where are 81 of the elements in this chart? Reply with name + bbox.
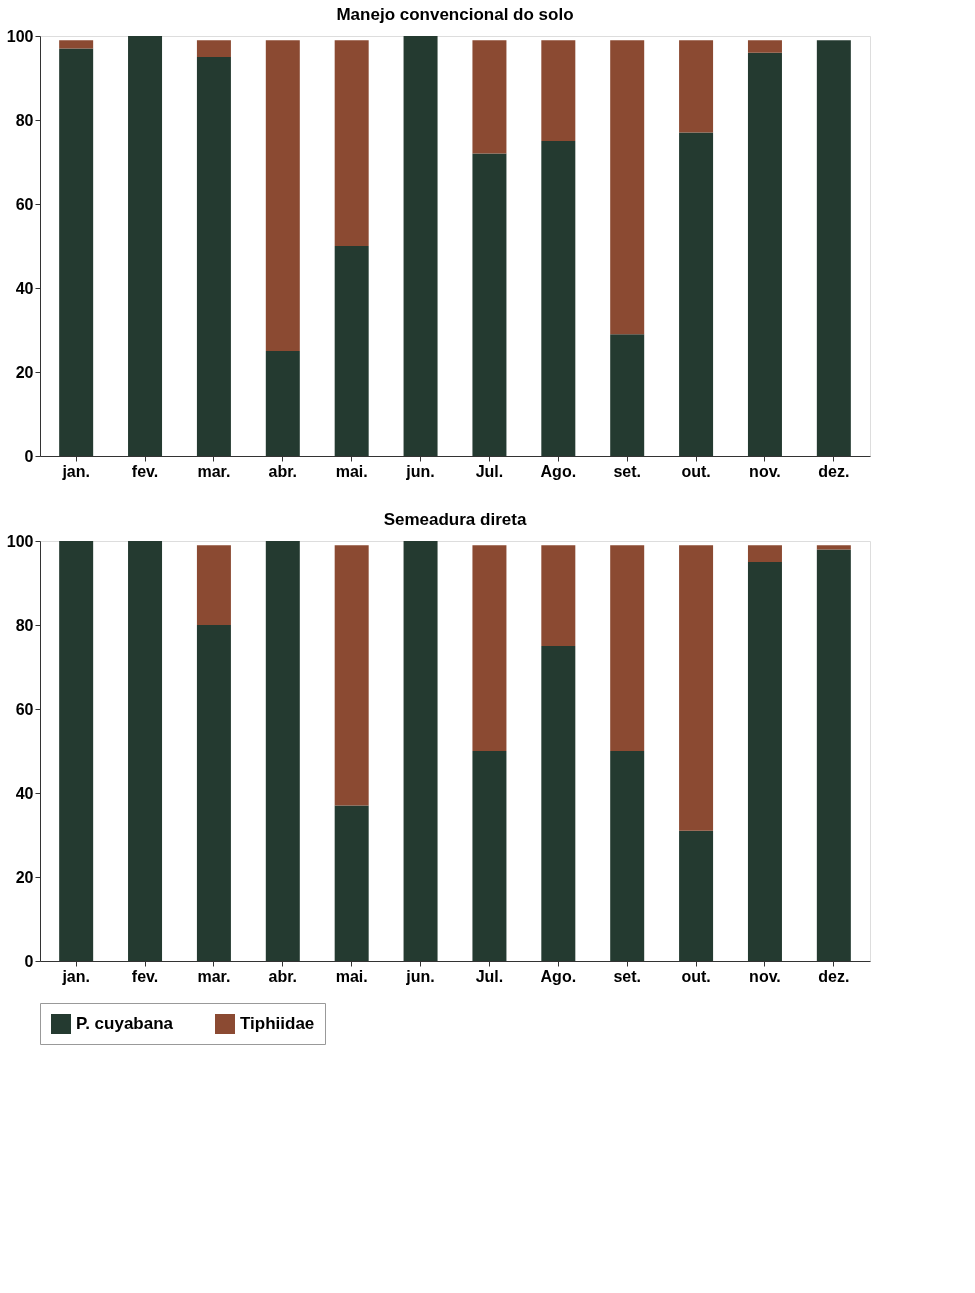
x-tick-label: dez. <box>818 967 850 985</box>
y-tick-label: 20 <box>15 363 34 381</box>
bar <box>472 153 507 456</box>
y-tick-label: 100 <box>6 532 34 550</box>
bar <box>265 351 300 456</box>
y-tick-label: 0 <box>24 447 34 465</box>
x-tick-label: mar. <box>197 967 231 985</box>
x-tick-label: Ago. <box>540 967 577 985</box>
bar <box>679 545 714 831</box>
x-tick-label: abr. <box>268 462 298 480</box>
bar <box>541 40 576 141</box>
bar <box>196 545 231 625</box>
x-tick-label: Ago. <box>540 462 577 480</box>
bar <box>59 40 94 49</box>
x-tick-label: nov. <box>749 462 781 480</box>
bar <box>541 646 576 961</box>
x-tick-label: nov. <box>749 967 781 985</box>
bar <box>747 52 782 456</box>
bar <box>610 40 645 335</box>
bar <box>816 40 851 456</box>
bar <box>403 541 438 961</box>
x-tick-label: jan. <box>61 462 90 480</box>
bar <box>679 40 714 133</box>
x-tick-label: mai. <box>335 967 368 985</box>
bar <box>747 40 782 53</box>
bar <box>265 541 300 961</box>
bar <box>747 545 782 562</box>
x-tick-label: abr. <box>268 967 298 985</box>
bar <box>816 549 851 961</box>
legend-label: P. cuyabana <box>76 1014 174 1033</box>
y-tick-label: 80 <box>15 616 34 634</box>
bar <box>59 541 94 961</box>
x-tick-label: out. <box>681 967 711 985</box>
y-tick-label: 60 <box>15 195 34 213</box>
y-tick-label: 100 <box>6 27 34 45</box>
y-tick-label: 60 <box>15 700 34 718</box>
bar <box>610 334 645 456</box>
x-tick-label: jun. <box>405 967 435 985</box>
x-tick-label: Jul. <box>475 462 504 480</box>
x-tick-label: fev. <box>131 967 159 985</box>
x-tick-label: Jul. <box>475 967 504 985</box>
bar <box>128 541 163 961</box>
bar <box>196 625 231 961</box>
bar <box>334 805 369 961</box>
bar <box>610 751 645 961</box>
y-tick-label: 80 <box>15 111 34 129</box>
x-tick-label: set. <box>613 462 641 480</box>
bar <box>610 545 645 751</box>
bar <box>541 545 576 646</box>
legend-label: Tiphiidae <box>240 1014 315 1033</box>
y-tick-label: 40 <box>15 279 34 297</box>
y-tick-label: 0 <box>24 952 34 970</box>
bar <box>334 246 369 456</box>
x-tick-label: mar. <box>197 462 231 480</box>
x-tick-label: set. <box>613 967 641 985</box>
x-tick-label: fev. <box>131 462 159 480</box>
bar <box>472 751 507 961</box>
bar <box>679 132 714 456</box>
bar <box>334 545 369 806</box>
y-tick-label: 20 <box>15 868 34 886</box>
bar <box>679 830 714 961</box>
bar <box>196 57 231 456</box>
bar <box>747 562 782 961</box>
bar <box>403 36 438 456</box>
bar <box>472 40 507 154</box>
bar <box>196 40 231 57</box>
chart-title: Manejo convencional do solo <box>336 5 574 24</box>
bar <box>541 141 576 456</box>
chart-title: Semeadura direta <box>383 510 527 529</box>
x-tick-label: out. <box>681 462 711 480</box>
bar <box>128 36 163 456</box>
bar <box>265 40 300 351</box>
x-tick-label: dez. <box>818 462 850 480</box>
x-tick-label: mai. <box>335 462 368 480</box>
bar <box>334 40 369 246</box>
x-tick-label: jan. <box>61 967 90 985</box>
x-tick-label: jun. <box>405 462 435 480</box>
bar <box>59 48 94 456</box>
bar <box>472 545 507 751</box>
bar <box>816 545 851 550</box>
y-tick-label: 40 <box>15 784 34 802</box>
